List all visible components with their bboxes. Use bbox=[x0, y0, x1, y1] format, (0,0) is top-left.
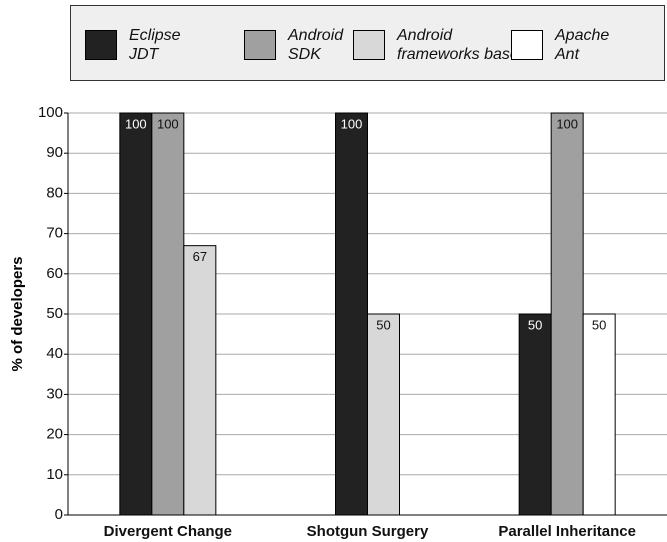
bar bbox=[518, 313, 552, 516]
legend-label: Android frameworks base bbox=[397, 27, 519, 63]
bar bbox=[119, 112, 153, 516]
bar bbox=[183, 245, 217, 516]
y-tick-label: 60 bbox=[46, 265, 63, 282]
bar bbox=[335, 112, 368, 516]
legend-swatch bbox=[244, 30, 276, 60]
value-label: 100 bbox=[341, 116, 363, 131]
legend-swatch bbox=[511, 30, 543, 60]
y-tick-label: 10 bbox=[46, 466, 63, 483]
y-tick-label: 70 bbox=[46, 225, 63, 242]
value-label: 100 bbox=[157, 116, 179, 131]
legend-entry: Eclipse JDT bbox=[85, 26, 199, 64]
bar bbox=[550, 112, 584, 516]
y-tick-label: 50 bbox=[46, 305, 63, 322]
y-axis-label: % of developers bbox=[9, 256, 26, 371]
x-tick-label: Shotgun Surgery bbox=[307, 523, 429, 540]
value-label: 50 bbox=[528, 317, 542, 332]
x-tick-label: Parallel Inheritance bbox=[498, 523, 636, 540]
value-label: 100 bbox=[125, 116, 147, 131]
value-label: 50 bbox=[376, 317, 390, 332]
legend-label: Eclipse JDT bbox=[129, 27, 181, 63]
bar bbox=[151, 112, 185, 516]
legend-entry: Apache Ant bbox=[511, 26, 615, 64]
bar bbox=[582, 313, 616, 516]
y-tick-label: 80 bbox=[46, 184, 63, 201]
legend-swatch bbox=[353, 30, 385, 60]
value-label: 67 bbox=[193, 249, 207, 264]
y-tick-label: 40 bbox=[46, 345, 63, 362]
legend-swatch bbox=[85, 30, 117, 60]
legend-label: Android SDK bbox=[288, 27, 344, 63]
value-label: 100 bbox=[556, 116, 578, 131]
legend-entry: Android SDK bbox=[244, 26, 358, 64]
legend-label: Apache Ant bbox=[555, 27, 610, 63]
y-tick-label: 90 bbox=[46, 144, 63, 161]
value-label: 50 bbox=[592, 317, 606, 332]
x-tick-label: Divergent Change bbox=[104, 523, 232, 540]
y-tick-label: 20 bbox=[46, 426, 63, 443]
y-tick-label: 0 bbox=[55, 506, 63, 523]
y-tick-label: 100 bbox=[38, 104, 63, 121]
bar bbox=[367, 313, 400, 516]
y-tick-label: 30 bbox=[46, 385, 63, 402]
legend: Eclipse JDT Android SDK Android frameworks… bbox=[70, 5, 665, 81]
legend-entry: Android frameworks base bbox=[353, 26, 519, 64]
